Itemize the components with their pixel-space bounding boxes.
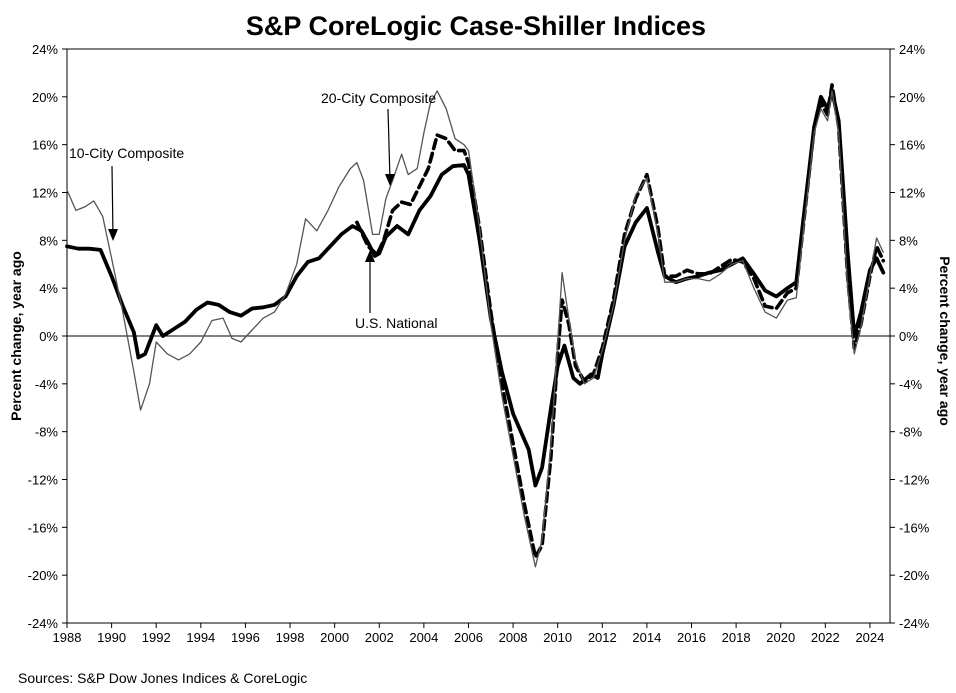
y-axis-label-left: Percent change, year ago <box>8 251 24 421</box>
x-tick-label: 1998 <box>276 630 305 645</box>
annotation-us-national: U.S. National <box>355 315 437 331</box>
annotation-20-city: 20-City Composite <box>321 90 436 106</box>
y-tick-label-right: 4% <box>899 281 918 296</box>
plot-area: -24% -24% -20% -20% -16% -16% -12% -12% -8% -8% -4… <box>28 42 930 645</box>
x-tick-label: 2020 <box>766 630 795 645</box>
y-tick-label-left: 16% <box>32 138 58 153</box>
y-tick-label-left: -20% <box>28 568 59 583</box>
x-tick-label: 2012 <box>588 630 617 645</box>
source-note: Sources: S&P Dow Jones Indices & CoreLog… <box>18 670 307 686</box>
y-axis-label-right: Percent change, year ago <box>937 256 953 426</box>
x-tick-label: 2008 <box>499 630 528 645</box>
x-tick-label: 1988 <box>53 630 82 645</box>
series-line-u-s-national <box>65 89 886 488</box>
annotation-arrowhead-10-city <box>108 229 118 241</box>
y-tick-label-left: -16% <box>28 520 59 535</box>
x-tick-label: 2006 <box>454 630 483 645</box>
y-tick-label-right: 20% <box>899 90 925 105</box>
y-tick-label-right: -12% <box>899 473 930 488</box>
y-tick-label-left: 0% <box>39 329 58 344</box>
y-tick-label-right: -8% <box>899 425 923 440</box>
y-tick-label-right: 0% <box>899 329 918 344</box>
y-tick-label-right: -4% <box>899 377 923 392</box>
x-tick-label: 2018 <box>722 630 751 645</box>
annotation-arrowhead-us-national <box>365 250 375 262</box>
y-tick-label-right: 12% <box>899 186 925 201</box>
y-tick-label-right: -16% <box>899 520 930 535</box>
annotation-arrow-line-10-city <box>111 165 114 238</box>
x-tick-label: 2016 <box>677 630 706 645</box>
y-tick-label-right: -20% <box>899 568 930 583</box>
y-tick-label-right: 8% <box>899 233 918 248</box>
x-tick-label: 2010 <box>543 630 572 645</box>
y-tick-label-right: 24% <box>899 42 925 57</box>
y-tick-label-left: 24% <box>32 42 58 57</box>
x-tick-label: 2000 <box>320 630 349 645</box>
y-tick-label-left: -8% <box>35 425 59 440</box>
x-tick-label: 2022 <box>811 630 840 645</box>
y-tick-label-left: -4% <box>35 377 59 392</box>
x-tick-label: 1992 <box>142 630 171 645</box>
y-tick-label-left: -12% <box>28 473 59 488</box>
y-tick-label-left: 12% <box>32 186 58 201</box>
x-tick-label: 1996 <box>231 630 260 645</box>
y-tick-label-left: 20% <box>32 90 58 105</box>
y-tick-label-left: -24% <box>28 616 59 631</box>
annotation-arrowhead-20-city <box>385 174 395 186</box>
x-tick-label: 2014 <box>632 630 661 645</box>
x-tick-label: 2024 <box>855 630 884 645</box>
y-tick-label-right: 16% <box>899 138 925 153</box>
y-tick-label-left: 8% <box>39 233 58 248</box>
y-tick-label-right: -24% <box>899 616 930 631</box>
y-tick-label-left: 4% <box>39 281 58 296</box>
annotation-arrow-line-20-city <box>387 108 391 182</box>
annotation-10-city: 10-City Composite <box>69 145 184 161</box>
x-tick-label: 2004 <box>409 630 438 645</box>
series-line-20-city-composite <box>355 83 886 559</box>
x-tick-label: 1990 <box>97 630 126 645</box>
x-tick-label: 1994 <box>186 630 215 645</box>
chart-title: S&P CoreLogic Case-Shiller Indices <box>246 11 706 41</box>
x-tick-label: 2002 <box>365 630 394 645</box>
series-line-10-city-composite <box>66 90 884 568</box>
